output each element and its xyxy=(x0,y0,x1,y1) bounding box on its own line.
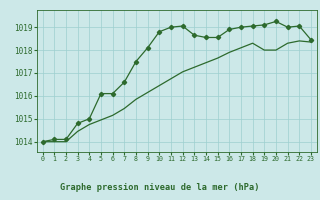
Text: Graphe pression niveau de la mer (hPa): Graphe pression niveau de la mer (hPa) xyxy=(60,183,260,192)
